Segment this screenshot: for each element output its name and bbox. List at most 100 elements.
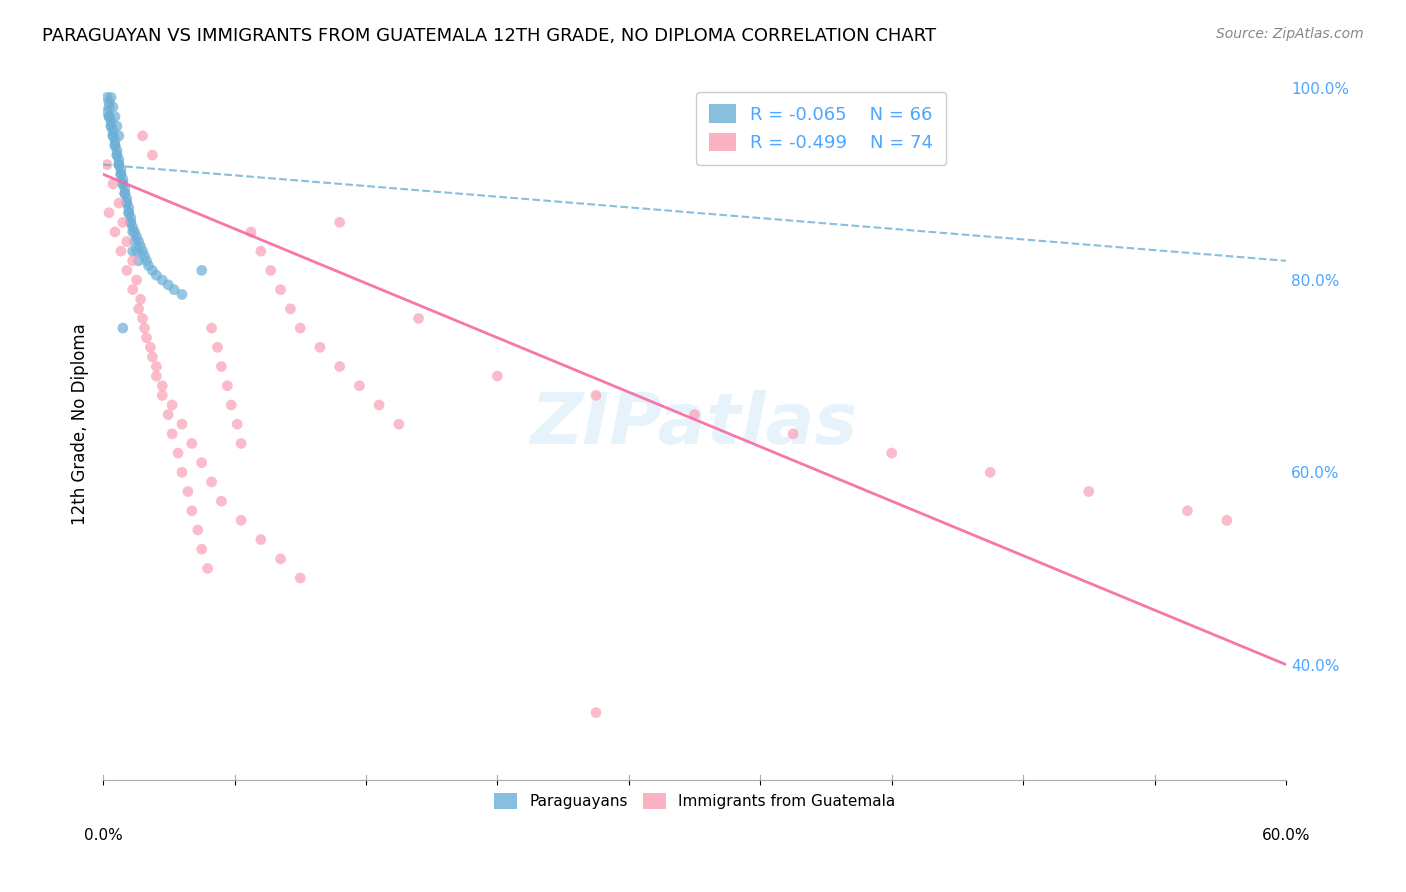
Text: 60.0%: 60.0%	[1261, 828, 1310, 843]
Point	[110, 167, 132, 181]
Point	[200, 321, 222, 335]
Point	[187, 523, 209, 537]
Point	[139, 340, 162, 354]
Point	[101, 128, 124, 143]
Point	[290, 321, 312, 335]
Point	[125, 229, 148, 244]
Point	[190, 456, 212, 470]
Point	[101, 124, 124, 138]
Point	[170, 287, 193, 301]
Point	[105, 148, 128, 162]
Point	[104, 138, 127, 153]
Point	[270, 283, 292, 297]
Point	[131, 244, 153, 259]
Point	[111, 215, 134, 229]
Point	[207, 340, 229, 354]
Point	[145, 359, 167, 374]
Point	[98, 110, 121, 124]
Point	[105, 143, 128, 157]
Point	[1216, 513, 1239, 527]
Point	[120, 215, 142, 229]
Point	[108, 158, 131, 172]
Point	[229, 513, 252, 527]
Y-axis label: 12th Grade, No Diploma: 12th Grade, No Diploma	[72, 323, 89, 525]
Point	[96, 90, 118, 104]
Point	[240, 225, 263, 239]
Point	[250, 244, 273, 259]
Point	[349, 378, 371, 392]
Point	[141, 350, 163, 364]
Point	[290, 571, 312, 585]
Point	[280, 301, 302, 316]
Point	[150, 273, 173, 287]
Point	[111, 177, 134, 191]
Point	[96, 104, 118, 119]
Point	[309, 340, 332, 354]
Point	[114, 186, 136, 201]
Point	[108, 153, 131, 167]
Text: PARAGUAYAN VS IMMIGRANTS FROM GUATEMALA 12TH GRADE, NO DIPLOMA CORRELATION CHART: PARAGUAYAN VS IMMIGRANTS FROM GUATEMALA …	[42, 27, 936, 45]
Point	[110, 244, 132, 259]
Point	[150, 388, 173, 402]
Point	[101, 128, 124, 143]
Point	[138, 259, 160, 273]
Point	[124, 235, 146, 249]
Point	[979, 465, 1001, 479]
Point	[145, 268, 167, 283]
Point	[163, 283, 186, 297]
Point	[131, 128, 153, 143]
Point	[118, 201, 141, 215]
Point	[585, 706, 607, 720]
Point	[329, 215, 352, 229]
Point	[98, 95, 121, 110]
Point	[782, 426, 804, 441]
Point	[125, 244, 148, 259]
Point	[110, 167, 132, 181]
Point	[157, 277, 180, 292]
Point	[128, 301, 150, 316]
Point	[115, 235, 138, 249]
Point	[145, 369, 167, 384]
Point	[114, 186, 136, 201]
Point	[1077, 484, 1099, 499]
Point	[150, 378, 173, 392]
Point	[408, 311, 430, 326]
Point	[104, 134, 127, 148]
Point	[209, 359, 232, 374]
Point	[219, 398, 242, 412]
Point	[108, 128, 131, 143]
Point	[141, 263, 163, 277]
Point	[167, 446, 190, 460]
Point	[115, 196, 138, 211]
Point	[104, 110, 127, 124]
Text: ZIPatlas: ZIPatlas	[531, 390, 858, 458]
Point	[585, 388, 607, 402]
Point	[1177, 504, 1199, 518]
Point	[120, 215, 142, 229]
Point	[200, 475, 222, 489]
Point	[98, 205, 121, 219]
Point	[115, 191, 138, 205]
Point	[177, 484, 200, 499]
Point	[880, 446, 903, 460]
Point	[120, 211, 142, 225]
Point	[101, 177, 124, 191]
Point	[217, 378, 239, 392]
Point	[141, 148, 163, 162]
Point	[160, 426, 183, 441]
Point	[110, 162, 132, 177]
Point	[135, 253, 157, 268]
Point	[270, 551, 292, 566]
Point	[100, 119, 122, 133]
Point	[114, 182, 136, 196]
Point	[160, 398, 183, 412]
Point	[111, 172, 134, 186]
Point	[329, 359, 352, 374]
Point	[98, 110, 121, 124]
Point	[135, 331, 157, 345]
Point	[368, 398, 391, 412]
Point	[128, 235, 150, 249]
Point	[134, 249, 156, 263]
Point	[197, 561, 219, 575]
Point	[121, 283, 143, 297]
